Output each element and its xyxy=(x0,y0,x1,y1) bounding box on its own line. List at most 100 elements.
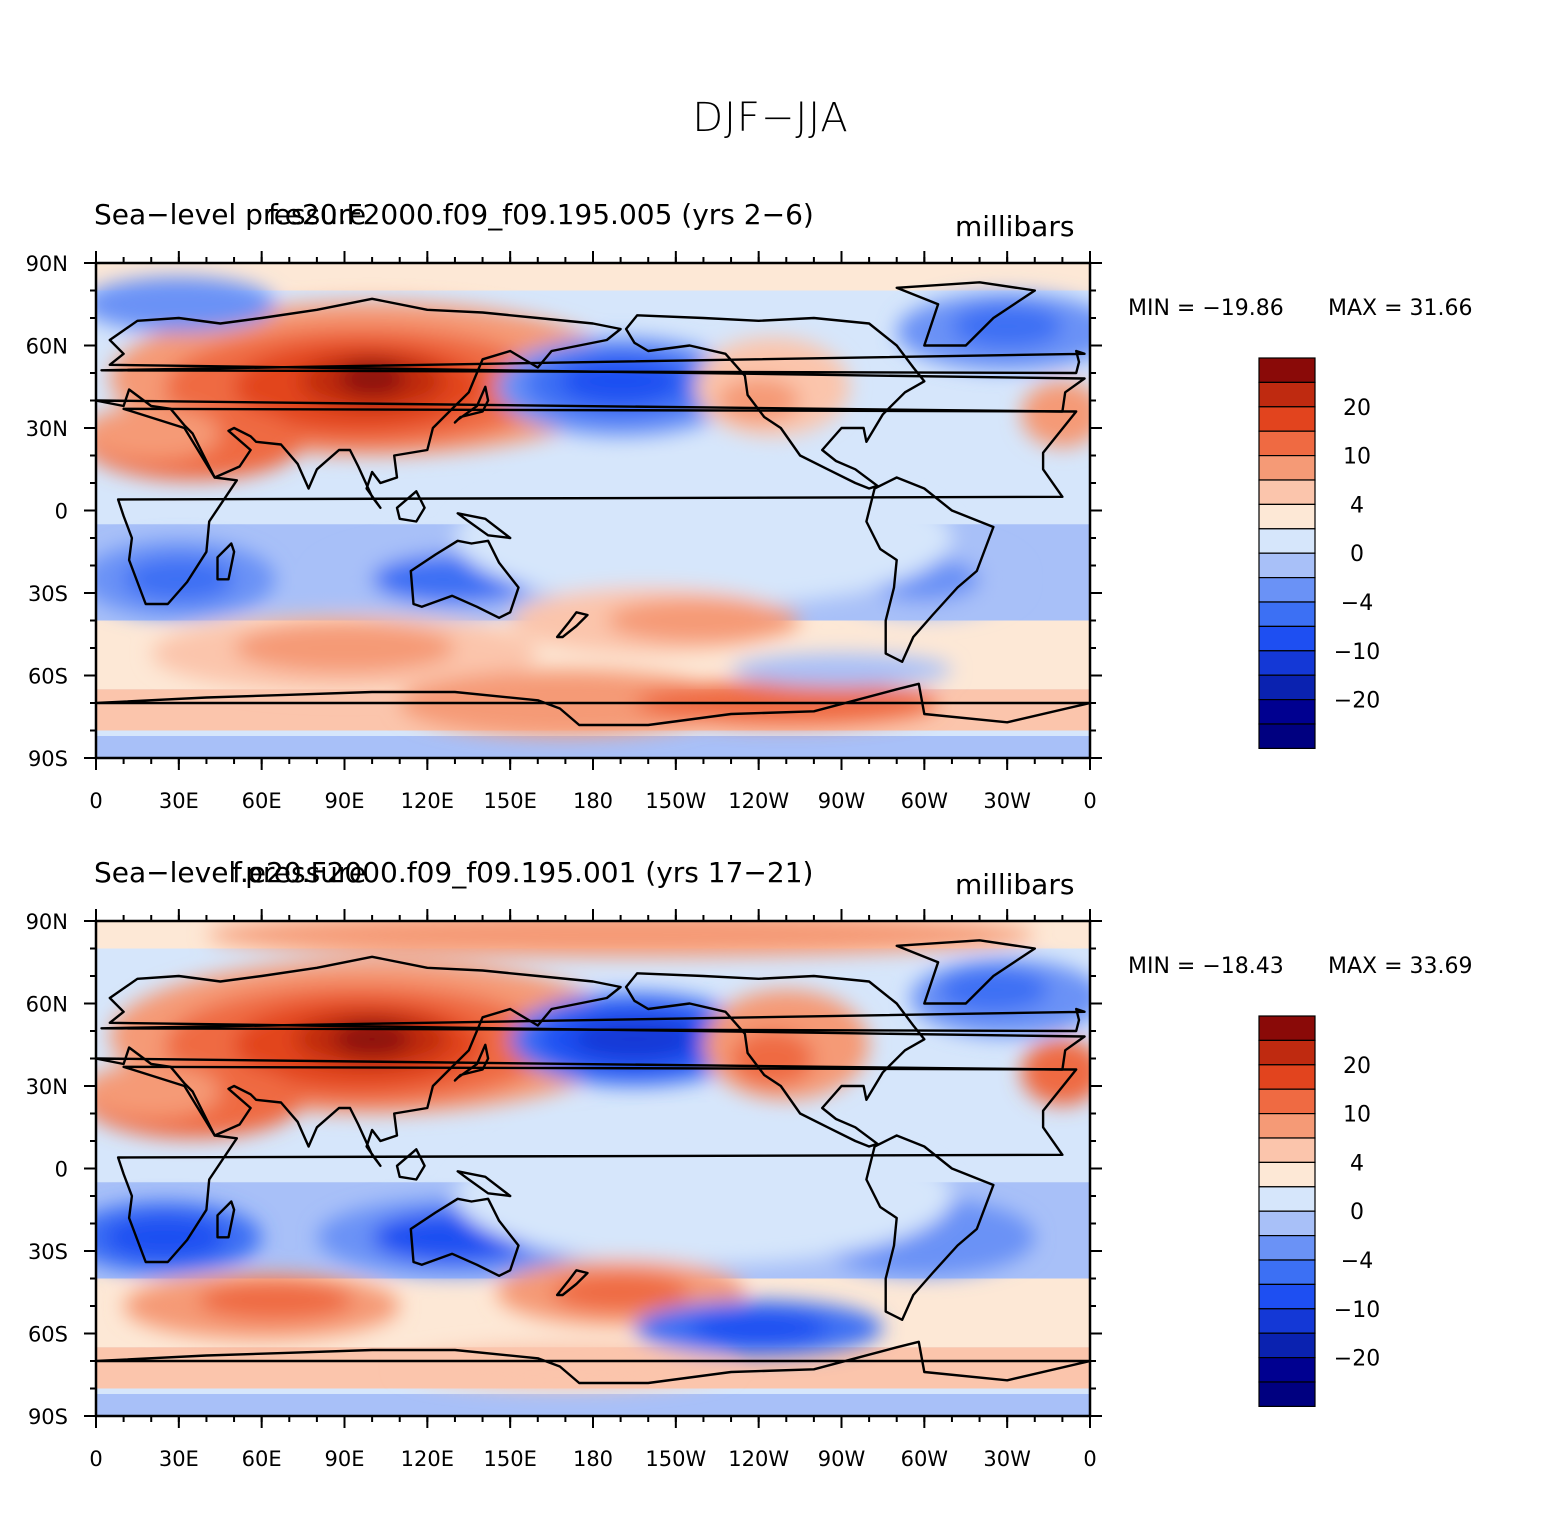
x-tick-label: 60E xyxy=(242,789,282,813)
colorbar-label: 10 xyxy=(1343,445,1371,470)
colorbar-box xyxy=(1258,1161,1316,1188)
min-label: MIN = −18.43 xyxy=(1128,954,1284,979)
y-tick-label: 60N xyxy=(26,993,68,1017)
y-tick-label: 0 xyxy=(55,500,68,524)
y-tick-label: 30S xyxy=(28,582,68,606)
colorbar-box xyxy=(1258,577,1316,603)
coastline xyxy=(456,512,512,540)
y-tick-label: 60N xyxy=(26,335,68,359)
x-tick-label: 150E xyxy=(483,789,536,813)
x-tick-label: 0 xyxy=(1083,1447,1096,1471)
coastline xyxy=(895,939,1036,1005)
x-tick-label: 180 xyxy=(573,789,613,813)
contour-region xyxy=(1020,1039,1090,1106)
coastline xyxy=(453,1043,490,1082)
max-label: MAX = 31.66 xyxy=(1328,296,1473,321)
colorbar-box xyxy=(1258,357,1316,383)
panel-center-title: f.e20.F2000.f09_f09.195.005 (yrs 2−6) xyxy=(268,198,814,231)
panel-units: millibars xyxy=(955,868,1075,901)
x-tick-label: 30E xyxy=(159,789,199,813)
colorbar-label: −20 xyxy=(1334,1347,1380,1372)
colorbar-box xyxy=(1258,1039,1316,1066)
coastline xyxy=(100,1007,1086,1033)
x-tick-label: 120W xyxy=(728,789,789,813)
coastline xyxy=(216,542,236,581)
x-tick-label: 60E xyxy=(242,1447,282,1471)
coastline xyxy=(624,314,926,490)
coastline xyxy=(395,490,426,523)
coastline xyxy=(96,1340,1090,1385)
coastline xyxy=(116,1065,1078,1264)
colorbar-label: 4 xyxy=(1350,493,1364,518)
contour-region xyxy=(938,967,1049,1012)
coastlines xyxy=(96,281,1090,727)
y-tick-label: 0 xyxy=(55,1158,68,1182)
colorbar-box xyxy=(1258,723,1316,749)
colorbar-box xyxy=(1258,1015,1316,1041)
x-tick-label: 120E xyxy=(401,1447,454,1471)
colorbar-label: 0 xyxy=(1350,542,1364,567)
coastline xyxy=(555,1269,589,1297)
contour-region xyxy=(551,1273,690,1312)
contour-region xyxy=(606,598,801,643)
colorbar-label: 4 xyxy=(1350,1151,1364,1176)
x-tick-label: 90W xyxy=(818,789,866,813)
colorbar-box xyxy=(1258,381,1316,408)
map-svg: 90N 60N 30N 0 30S 60S 90S 0 30E 60E 90E 120E 150E 180… xyxy=(26,251,1380,813)
x-tick-label: 30W xyxy=(983,1447,1031,1471)
contour-region xyxy=(731,1031,814,1086)
y-tick-label: 90N xyxy=(26,252,68,276)
panel-left-title: Sea−level pressure xyxy=(94,198,367,231)
x-tick-label: 150E xyxy=(483,1447,536,1471)
x-tick-label: 180 xyxy=(573,1447,613,1471)
contour-region xyxy=(689,1311,828,1345)
colorbar-box xyxy=(1258,1186,1316,1212)
colorbar-label: 20 xyxy=(1343,396,1371,421)
x-tick-label: 30E xyxy=(159,1447,199,1471)
colorbar-box xyxy=(1258,625,1316,652)
map-svg: 90N 60N 30N 0 30S 60S 90S 0 30E 60E 90E 120E 150E 180… xyxy=(26,909,1380,1471)
contour-region xyxy=(96,276,276,332)
contour-region xyxy=(717,378,801,423)
panel-left-title: Sea−level pressure xyxy=(94,856,367,889)
coastline xyxy=(96,682,1090,727)
coastline xyxy=(409,1197,520,1277)
colorbar-box xyxy=(1258,674,1316,701)
coastline xyxy=(116,407,1078,606)
south-pole-band xyxy=(96,736,1090,758)
coastline xyxy=(555,611,589,639)
coastline xyxy=(216,1200,236,1239)
y-axis-ticks xyxy=(84,920,1102,1417)
x-tick-label: 150W xyxy=(645,789,706,813)
y-tick-label: 30S xyxy=(28,1240,68,1264)
colorbar-label: −4 xyxy=(1341,591,1373,616)
coastline xyxy=(895,281,1036,347)
colorbar-box xyxy=(1258,479,1316,505)
colorbar-box xyxy=(1258,528,1316,554)
colorbar-box xyxy=(1258,699,1316,725)
contour-region xyxy=(333,1022,411,1056)
coastline xyxy=(100,349,1086,375)
colorbar-box xyxy=(1258,650,1316,676)
contour-region xyxy=(731,653,952,687)
x-axis-ticks xyxy=(95,251,1091,770)
colorbar-box xyxy=(1258,1113,1316,1139)
pressure-field xyxy=(96,263,1090,758)
x-tick-label: 120E xyxy=(401,789,454,813)
colorbar-box xyxy=(1258,1283,1316,1310)
colorbar-label: −20 xyxy=(1334,689,1380,714)
colorbar-label: 0 xyxy=(1350,1200,1364,1225)
colorbar-box xyxy=(1258,455,1316,481)
contour-region xyxy=(454,1127,952,1265)
max-label: MAX = 33.69 xyxy=(1328,954,1473,979)
colorbar-label: −4 xyxy=(1341,1249,1373,1274)
coastline xyxy=(624,972,926,1148)
contour-region xyxy=(198,1281,353,1320)
x-tick-label: 150W xyxy=(645,1447,706,1471)
contour-region xyxy=(951,304,1063,349)
colorbar-label: 10 xyxy=(1343,1103,1371,1128)
y-tick-label: 90S xyxy=(28,1405,68,1429)
x-tick-label: 60W xyxy=(901,789,949,813)
contour-region xyxy=(573,1020,696,1059)
colorbar: 20 10 4 0 −4 −10 −20 xyxy=(1258,357,1380,749)
